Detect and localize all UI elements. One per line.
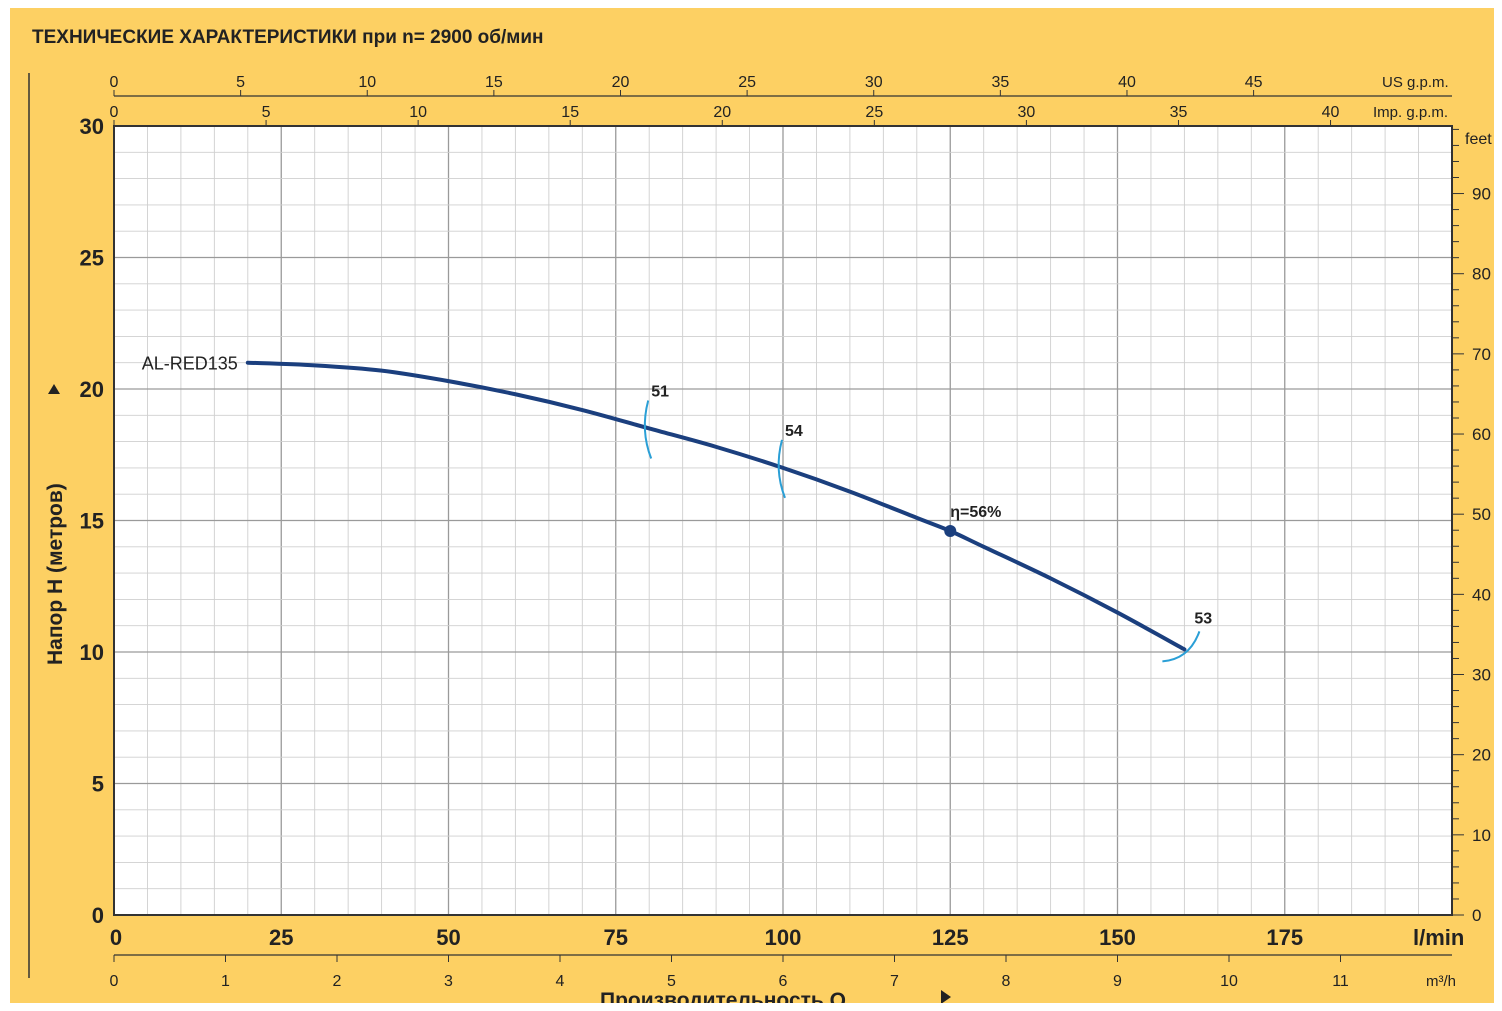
m3h-tick-label: 3 bbox=[444, 973, 453, 990]
right-tick-label: 90 bbox=[1472, 185, 1491, 204]
right-tick-label: 70 bbox=[1472, 345, 1491, 364]
imp-gpm-tick-label: 15 bbox=[561, 104, 579, 121]
x-tick-label: 125 bbox=[932, 925, 969, 950]
annotation-label: 51 bbox=[651, 383, 669, 400]
m3h-tick-label: 10 bbox=[1220, 973, 1238, 990]
right-tick-label: 40 bbox=[1472, 585, 1491, 604]
x-tick-label: 75 bbox=[604, 925, 628, 950]
right-tick-label: 30 bbox=[1472, 666, 1491, 685]
y-tick-label: 10 bbox=[80, 640, 104, 665]
chart-background: ТЕХНИЧЕСКИЕ ХАРАКТЕРИСТИКИ при n= 2900 о… bbox=[10, 8, 1494, 1003]
right-tick-label: 20 bbox=[1472, 746, 1491, 765]
imp-gpm-tick-label: 25 bbox=[865, 104, 883, 121]
best-efficiency-point bbox=[944, 525, 957, 538]
x-axis-label: Производительность Q bbox=[600, 989, 846, 1003]
x-axis-m3h: 0 1 2 3 4 5 6 7 8 9 10 11 bbox=[110, 954, 1452, 990]
x-axis-unit-label: l/min bbox=[1413, 925, 1464, 950]
m3h-unit-label: m³/h bbox=[1426, 973, 1456, 990]
pump-curve-line bbox=[245, 360, 1187, 652]
y-axis-label: Напор H (метров) bbox=[44, 483, 67, 665]
y-tick-label: 5 bbox=[92, 772, 104, 797]
x-axis-top-us-gpm: 0 5 10 15 20 25 30 35 40 45 bbox=[110, 74, 1452, 97]
us-gpm-tick-label: 30 bbox=[865, 74, 883, 91]
m3h-tick-label: 11 bbox=[1332, 973, 1349, 990]
x-tick-label: 25 bbox=[269, 925, 293, 950]
imp-gpm-tick-label: 10 bbox=[409, 104, 427, 121]
annotation-layer: 51 54 η=56% 53 bbox=[643, 383, 1212, 663]
annotation-label: 53 bbox=[1194, 610, 1212, 627]
m3h-tick-label: 6 bbox=[779, 973, 788, 990]
y-tick-label: 0 bbox=[92, 903, 104, 928]
m3h-tick-label: 0 bbox=[110, 973, 119, 990]
efficiency-marker bbox=[777, 439, 786, 499]
x-tick-label: 150 bbox=[1099, 925, 1136, 950]
us-gpm-tick-label: 25 bbox=[738, 74, 756, 91]
efficiency-marker bbox=[1162, 631, 1201, 663]
x-tick-label: 175 bbox=[1266, 925, 1303, 950]
annotation-label: η=56% bbox=[950, 504, 1001, 521]
right-tick-label: 50 bbox=[1472, 505, 1491, 524]
efficiency-marker bbox=[643, 400, 653, 459]
x-axis-top-imp-gpm: 0 5 10 15 20 25 30 35 40 bbox=[110, 104, 1340, 126]
right-tick-label: 80 bbox=[1472, 265, 1491, 284]
m3h-tick-label: 5 bbox=[667, 973, 676, 990]
us-gpm-tick-label: 40 bbox=[1118, 74, 1136, 91]
imp-gpm-tick-label: 20 bbox=[713, 104, 731, 121]
series-label: AL-RED135 bbox=[142, 354, 238, 374]
us-gpm-tick-label: 0 bbox=[110, 74, 119, 91]
grid bbox=[113, 125, 1453, 916]
imp-gpm-tick-label: 35 bbox=[1170, 104, 1188, 121]
top-imp-gpm-unit-label: Imp. g.p.m. bbox=[1373, 104, 1448, 121]
y-tick-label: 30 bbox=[80, 114, 104, 139]
m3h-tick-label: 1 bbox=[221, 973, 230, 990]
m3h-tick-label: 9 bbox=[1113, 973, 1122, 990]
us-gpm-tick-label: 45 bbox=[1245, 74, 1263, 91]
us-gpm-tick-label: 10 bbox=[358, 74, 376, 91]
x-tick-label: 50 bbox=[436, 925, 460, 950]
imp-gpm-tick-label: 30 bbox=[1018, 104, 1036, 121]
m3h-tick-label: 8 bbox=[1002, 973, 1011, 990]
x-tick-label: 0 bbox=[110, 925, 122, 950]
y-axis-left: 0 5 10 15 20 25 30 bbox=[80, 114, 104, 928]
us-gpm-tick-label: 5 bbox=[236, 74, 245, 91]
right-tick-label: 60 bbox=[1472, 425, 1491, 444]
y-axis-right-feet: 0 10 20 30 40 50 60 70 80 90 bbox=[1451, 126, 1491, 925]
y-tick-label: 15 bbox=[80, 509, 104, 534]
x-axis-arrow-icon bbox=[941, 990, 951, 1003]
right-tick-label: 10 bbox=[1472, 826, 1491, 845]
right-axis-unit-label: feet bbox=[1465, 131, 1492, 148]
us-gpm-tick-label: 20 bbox=[612, 74, 630, 91]
y-axis-arrow-icon bbox=[48, 384, 60, 394]
x-axis-lmin: 0 25 50 75 100 125 150 175 bbox=[110, 925, 1303, 950]
m3h-tick-label: 4 bbox=[556, 973, 565, 990]
imp-gpm-tick-label: 40 bbox=[1322, 104, 1340, 121]
imp-gpm-tick-label: 0 bbox=[110, 104, 119, 121]
us-gpm-tick-label: 35 bbox=[991, 74, 1009, 91]
y-tick-label: 20 bbox=[80, 377, 104, 402]
m3h-tick-label: 7 bbox=[890, 973, 899, 990]
pump-curve-chart: ТЕХНИЧЕСКИЕ ХАРАКТЕРИСТИКИ при n= 2900 о… bbox=[28, 27, 1492, 1003]
y-tick-label: 25 bbox=[80, 246, 104, 271]
x-tick-label: 100 bbox=[765, 925, 802, 950]
chart-title: ТЕХНИЧЕСКИЕ ХАРАКТЕРИСТИКИ при n= 2900 о… bbox=[32, 27, 544, 48]
right-tick-label: 0 bbox=[1472, 906, 1481, 925]
us-gpm-tick-label: 15 bbox=[485, 74, 503, 91]
top-us-gpm-unit-label: US g.p.m. bbox=[1382, 74, 1449, 91]
m3h-tick-label: 2 bbox=[333, 973, 342, 990]
series-layer: AL-RED135 bbox=[142, 354, 1187, 652]
imp-gpm-tick-label: 5 bbox=[262, 104, 271, 121]
annotation-label: 54 bbox=[785, 423, 803, 440]
